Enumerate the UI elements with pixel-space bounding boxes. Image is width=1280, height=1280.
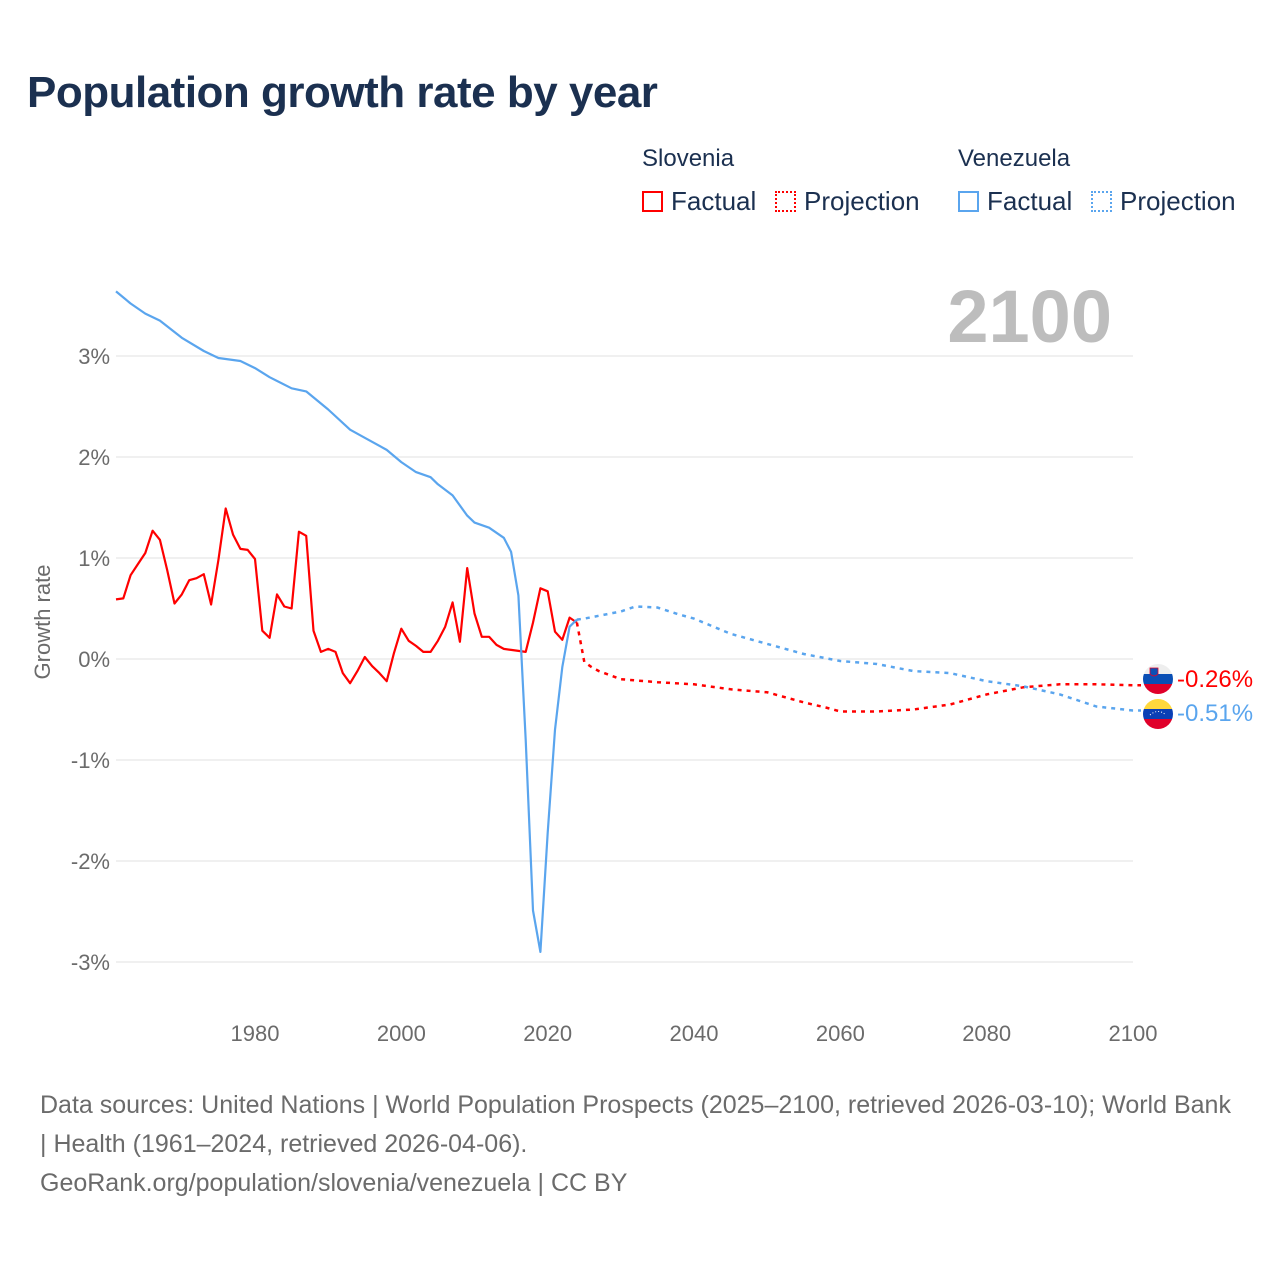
data-sources-text: Data sources: United Nations | World Pop… bbox=[40, 1091, 1231, 1158]
y-tick-label: 1% bbox=[78, 546, 110, 571]
x-tick-label: 1980 bbox=[231, 1021, 280, 1046]
y-tick-label: 0% bbox=[78, 647, 110, 672]
legend-country-venezuela: Venezuela bbox=[958, 145, 1071, 172]
legend-venezuela-factual[interactable]: Factual bbox=[958, 186, 1072, 217]
venezuela-projection-line bbox=[576, 605, 1142, 712]
y-tick-label: 3% bbox=[78, 344, 110, 369]
legend-venezuela-projection[interactable]: Projection bbox=[1091, 186, 1236, 217]
y-tick-label: 2% bbox=[78, 445, 110, 470]
legend-label: Factual bbox=[987, 186, 1073, 216]
slovenia-flag-icon bbox=[1143, 664, 1173, 694]
x-tick-label: 2060 bbox=[816, 1021, 865, 1046]
y-tick-label: -3% bbox=[71, 950, 110, 975]
legend-swatch-dotted-icon bbox=[775, 191, 796, 212]
slovenia-projection-line bbox=[575, 622, 1142, 713]
venezuela-factual-line bbox=[115, 290, 578, 954]
slovenia-end-label: -0.26% bbox=[1177, 666, 1253, 693]
x-tick-label: 2020 bbox=[523, 1021, 572, 1046]
year-display: 2100 bbox=[947, 275, 1112, 358]
legend-swatch-solid-icon bbox=[958, 191, 979, 212]
legend-label: Factual bbox=[671, 186, 757, 216]
x-tick-label: 2000 bbox=[377, 1021, 426, 1046]
x-tick-label: 2100 bbox=[1109, 1021, 1158, 1046]
legend-slovenia-factual[interactable]: Factual bbox=[642, 186, 756, 217]
legend-label: Projection bbox=[1120, 186, 1236, 216]
y-tick-label: -2% bbox=[71, 849, 110, 874]
credit-link[interactable]: GeoRank.org/population/slovenia/venezuel… bbox=[40, 1169, 628, 1197]
x-tick-label: 2040 bbox=[670, 1021, 719, 1046]
legend-swatch-solid-icon bbox=[642, 191, 663, 212]
legend-swatch-dotted-icon bbox=[1091, 191, 1112, 212]
y-axis-label: Growth rate bbox=[30, 565, 55, 680]
footer: Data sources: United Nations | World Pop… bbox=[40, 1086, 1240, 1203]
x-tick-label: 2080 bbox=[962, 1021, 1011, 1046]
legend-country-slovenia: Slovenia bbox=[642, 145, 735, 172]
venezuela-flag-icon bbox=[1143, 699, 1173, 729]
legend-slovenia-projection[interactable]: Projection bbox=[775, 186, 920, 217]
legend-label: Projection bbox=[804, 186, 920, 216]
venezuela-end-label: -0.51% bbox=[1177, 700, 1253, 727]
slovenia-factual-line bbox=[115, 507, 578, 685]
y-tick-label: -1% bbox=[71, 748, 110, 773]
chart-title: Population growth rate by year bbox=[27, 68, 658, 117]
